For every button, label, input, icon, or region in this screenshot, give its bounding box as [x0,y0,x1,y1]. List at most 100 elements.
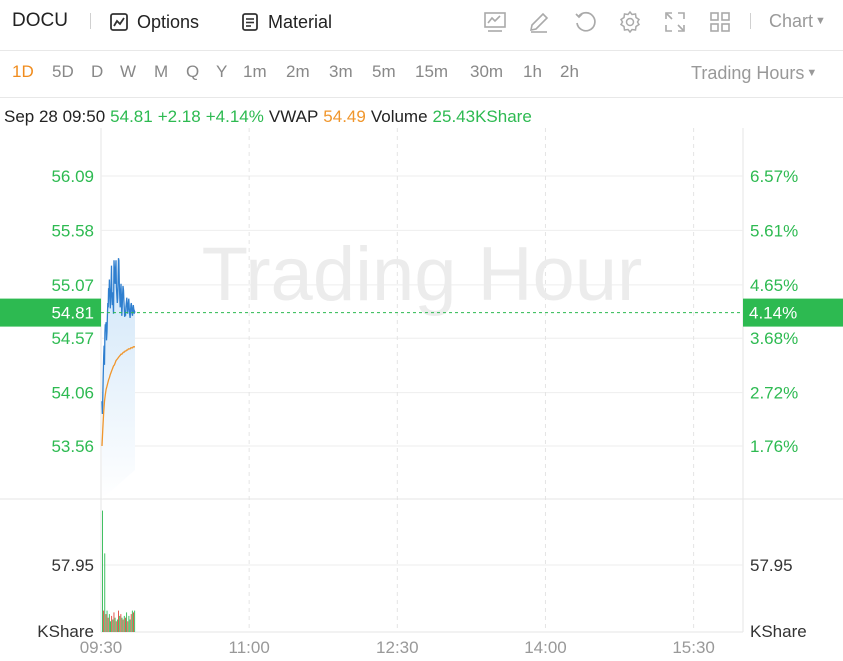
volume-bar [122,619,124,632]
volume-bar [134,610,136,632]
volume-bar [133,612,134,632]
layout-grid-icon[interactable] [708,10,732,34]
period-tab-2m[interactable]: 2m [286,62,310,81]
volume-unit-left: KShare [37,622,94,641]
price-axis-label-left: 54.57 [51,329,94,348]
time-axis-label: 11:00 [229,638,270,657]
quote-price: 54.81 [110,107,153,126]
quote-change-pct: +4.14% [205,107,264,126]
pct-axis-label-right: 5.61% [750,221,798,240]
period-tab-30m[interactable]: 30m [470,62,504,81]
options-button[interactable]: Options [109,9,199,35]
pct-axis-label-right: 6.57% [750,167,798,186]
price-axis-label-left: 55.07 [51,276,94,295]
period-tab-1d[interactable]: 1D [12,62,34,81]
caret-down-icon: ▼ [806,67,818,79]
volume-bar [121,617,123,632]
volume-bar [120,614,122,632]
period-tab-d[interactable]: D [91,62,104,81]
material-label: Material [268,11,333,32]
vwap-line [101,346,135,447]
volume-axis-label-left: 57.95 [51,556,94,575]
volume-bar [115,621,117,632]
volume-bar [116,619,118,632]
watermark-text: Trading Hour [202,232,643,317]
volume-value: 25.43KShare [432,107,532,126]
chart-menu-label: Chart [769,11,814,31]
volume-bar [107,617,109,632]
volume-bar [123,615,125,632]
price-axis-label-left: 55.58 [51,221,94,240]
period-tab-1m[interactable]: 1m [243,62,267,81]
options-icon [110,13,128,31]
current-price-tag: 54.81 [51,304,94,323]
price-axis-label-left: 54.06 [51,384,94,403]
volume-label: Volume [370,107,428,126]
pct-axis-label-right: 4.65% [750,276,798,295]
time-axis-label: 15:30 [672,638,715,657]
period-tab-m[interactable]: M [154,62,169,81]
period-tab-1h[interactable]: 1h [523,62,542,81]
chart-type-dropdown[interactable]: Chart ▼ [769,11,826,32]
volume-bar [108,614,110,632]
current-price-tag-bg [0,298,101,327]
volume-axis-label-right: 57.95 [750,556,793,575]
divider [90,13,91,29]
price-line [101,258,136,415]
period-tab-5m[interactable]: 5m [372,62,396,81]
vwap-label: VWAP [268,107,319,126]
time-axis-label: 12:30 [376,638,419,657]
volume-bar [127,621,129,632]
price-area-fill [102,258,135,499]
volume-bar [114,617,116,632]
chart-type-icon[interactable] [483,10,507,34]
period-tab-2h[interactable]: 2h [560,62,579,81]
divider [0,50,843,51]
pct-axis-label-right: 1.76% [750,437,798,456]
period-tab-3m[interactable]: 3m [329,62,353,81]
volume-bar [110,621,111,632]
period-tab-y[interactable]: Y [216,62,228,81]
volume-bar [129,619,131,632]
volume-bar [104,553,106,632]
volume-unit-right: KShare [750,622,807,641]
material-button[interactable]: Material [240,9,332,35]
options-label: Options [137,11,200,32]
period-tab-5d[interactable]: 5D [52,62,74,81]
volume-bar [113,612,115,632]
period-tab-15m[interactable]: 15m [415,62,449,81]
trading-hours-dropdown[interactable]: Trading Hours ▼ [691,63,817,84]
volume-bar [119,615,121,632]
trading-hours-label: Trading Hours [691,63,805,83]
pct-axis-label-right: 3.68% [750,329,798,348]
volume-bar [130,614,132,632]
quote-datetime: Sep 28 09:50 [4,107,106,126]
volume-bar [118,610,119,632]
volume-bar [102,510,103,632]
divider [0,97,843,98]
pct-axis-label-right: 2.72% [750,384,798,403]
price-axis-label-left: 53.56 [51,437,94,456]
undo-icon[interactable] [573,10,597,34]
top-toolbar: DOCU Options Material [0,0,843,44]
period-tab-q[interactable]: Q [186,62,200,81]
draw-icon[interactable] [527,10,551,34]
volume-bar [128,615,130,632]
current-pct-tag: 4.14% [749,304,797,323]
period-tab-w[interactable]: W [120,62,137,81]
price-axis-label-left: 56.09 [51,167,94,186]
fullscreen-icon[interactable] [663,10,687,34]
volume-bar [112,619,114,632]
divider [750,13,751,29]
settings-icon[interactable] [618,10,642,34]
current-pct-tag-bg [743,298,843,327]
quote-change: +2.18 [157,107,201,126]
vwap-value: 54.49 [323,107,366,126]
volume-bar [125,617,126,632]
volume-bar [105,614,107,632]
volume-bar [126,612,128,632]
volume-bar [131,610,133,632]
ticker-symbol[interactable]: DOCU [12,10,68,31]
time-axis-label: 09:30 [80,638,123,657]
